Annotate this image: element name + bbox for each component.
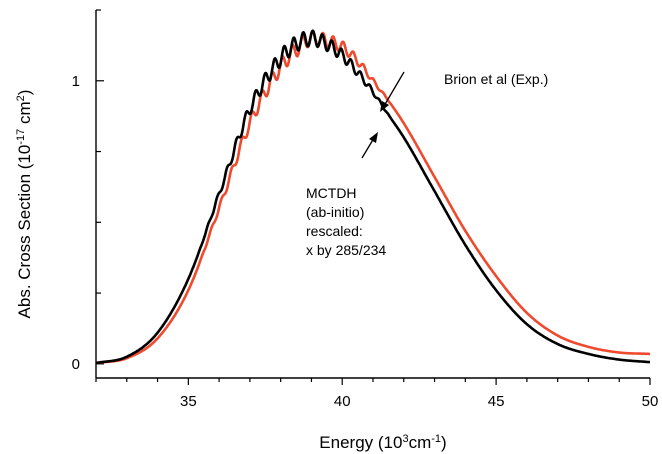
arrow-to-experiment-curve [380, 71, 405, 112]
x-tick-label: 40 [334, 393, 351, 410]
y-tick-label: 1 [72, 73, 80, 90]
series-layer [95, 29, 651, 365]
y-tick-label: 0 [72, 356, 80, 373]
x-ticks: 35 40 45 50 [95, 378, 659, 410]
x-axis-title: Energy (103cm-1) [319, 433, 446, 452]
annotation-experiment: Brion et al (Exp.) [444, 71, 548, 87]
annotation-mctdh: MCTDH (ab-initio) rescaled: x by 285/234 [306, 185, 386, 258]
axes [95, 10, 650, 379]
y-axis-title: Abs. Cross Section (10-17 cm2) [15, 90, 34, 319]
series-line-mctdh [95, 29, 651, 365]
x-tick-label: 35 [180, 393, 197, 410]
x-tick-label: 45 [488, 393, 505, 410]
arrow-to-mctdh-curve [361, 132, 378, 159]
series-line-experiment [95, 29, 651, 365]
x-tick-label: 50 [642, 393, 659, 410]
y-ticks: 01 [72, 9, 104, 373]
